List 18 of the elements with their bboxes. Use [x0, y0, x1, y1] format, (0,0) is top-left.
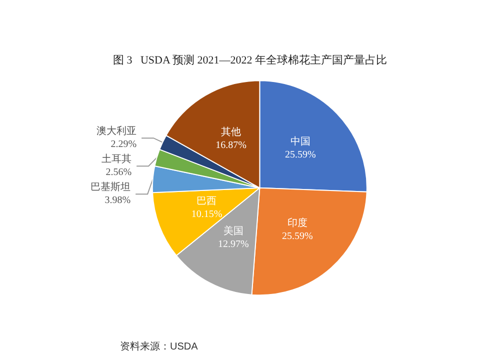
data-label: 16.87%: [216, 140, 246, 152]
data-label: 2.29%: [110, 139, 137, 150]
slice-label: 澳大利亚: [96, 125, 137, 138]
slice-label: 其他: [221, 126, 242, 138]
slice-label: 巴西: [196, 196, 217, 208]
data-label: 25.59%: [282, 231, 313, 242]
data-label: 10.15%: [191, 209, 222, 220]
data-label: 3.98%: [104, 195, 131, 206]
slice-label: 美国: [223, 225, 244, 238]
data-label: 2.56%: [106, 167, 132, 178]
slice-label: 巴基斯坦: [90, 181, 131, 194]
data-label: 25.59%: [285, 150, 316, 161]
chart-title: 图 3 USDA 预测 2021—2022 年全球棉花主产国产量占比: [112, 54, 388, 66]
text: 资料来源：USDA: [120, 340, 198, 352]
data-label: 12.97%: [218, 239, 249, 250]
slice-label: 土耳其: [102, 153, 132, 166]
slice-label: 中国: [290, 136, 310, 148]
slice-label: 印度: [287, 217, 308, 230]
